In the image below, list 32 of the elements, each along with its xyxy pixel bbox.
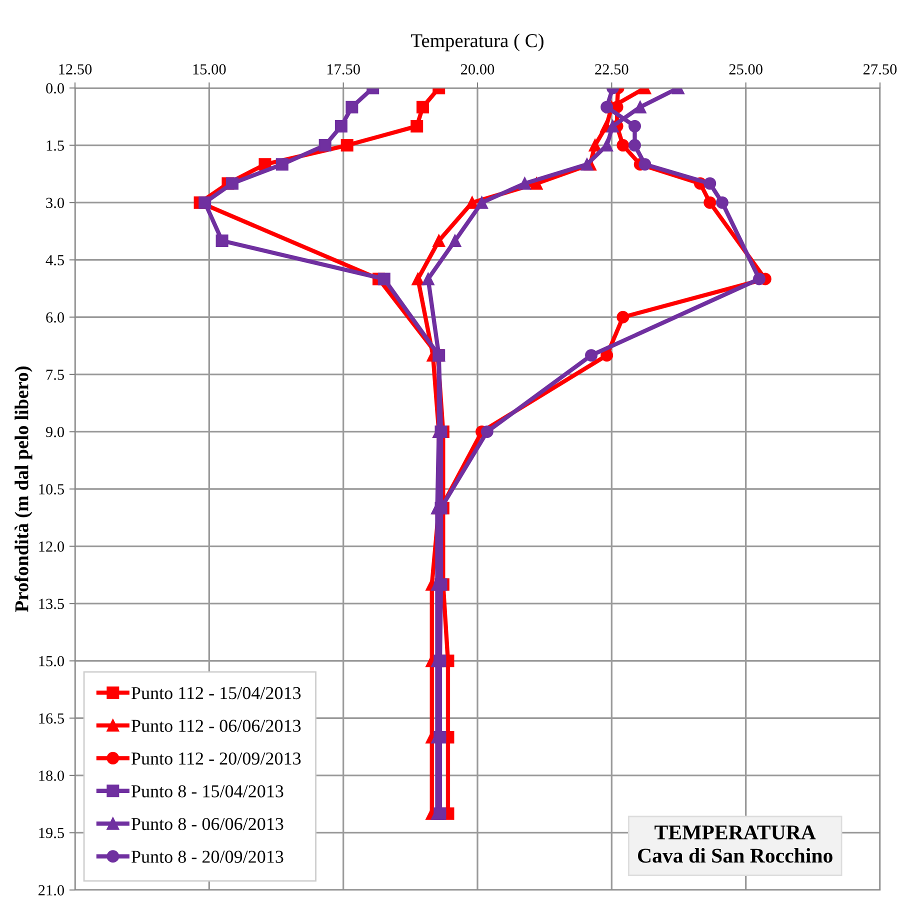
text: TEMPERATURA [654,826,816,840]
x-tick-label: 17.50 [327,64,360,75]
y-tick-label: 13.5 [39,598,64,610]
y-tick-label: 15.0 [39,656,64,666]
legend-label: Punto 8 - 20/09/2013 [131,850,284,863]
y-tick-label: 1.5 [46,140,64,151]
text: Cava di San Rocchino [638,848,832,863]
y-tick-label: 10.5 [39,484,64,495]
y-axis-title: Profondità (m dal pelo libero) [14,366,32,612]
x-tick-label: 15.00 [193,64,226,75]
legend-label: Punto 8 - 06/06/2013 [131,818,284,830]
y-tick-label: 19.5 [39,828,64,838]
y-tick-label: 4.5 [46,255,64,266]
legend-label: Punto 8 - 15/04/2013 [131,785,284,798]
y-tick-label: 7.5 [46,370,64,380]
legend-label: Punto 112 - 15/04/2013 [131,687,301,700]
y-tick-label: 18.0 [39,770,64,781]
y-tick-label: 0.0 [46,83,64,94]
x-axis-title: Temperatura ( C) [411,34,544,52]
y-tick-label: 16.5 [39,713,64,724]
legend-label: Punto 112 - 20/09/2013 [131,752,301,765]
x-tick-label: 12.50 [59,64,92,75]
x-tick-label: 25.00 [729,64,762,75]
x-tick-label: 22.50 [595,64,628,75]
y-tick-label: 3.0 [46,198,64,208]
x-tick-label: 20.00 [460,64,494,75]
y-tick-label: 12.0 [39,541,64,552]
y-tick-label: 6.0 [46,312,64,323]
y-tick-label: 21.0 [38,885,64,896]
y-tick-label: 9.0 [46,426,64,438]
legend-label: Punto 112 - 06/06/2013 [131,720,301,732]
x-tick-label: 27.50 [863,64,897,75]
